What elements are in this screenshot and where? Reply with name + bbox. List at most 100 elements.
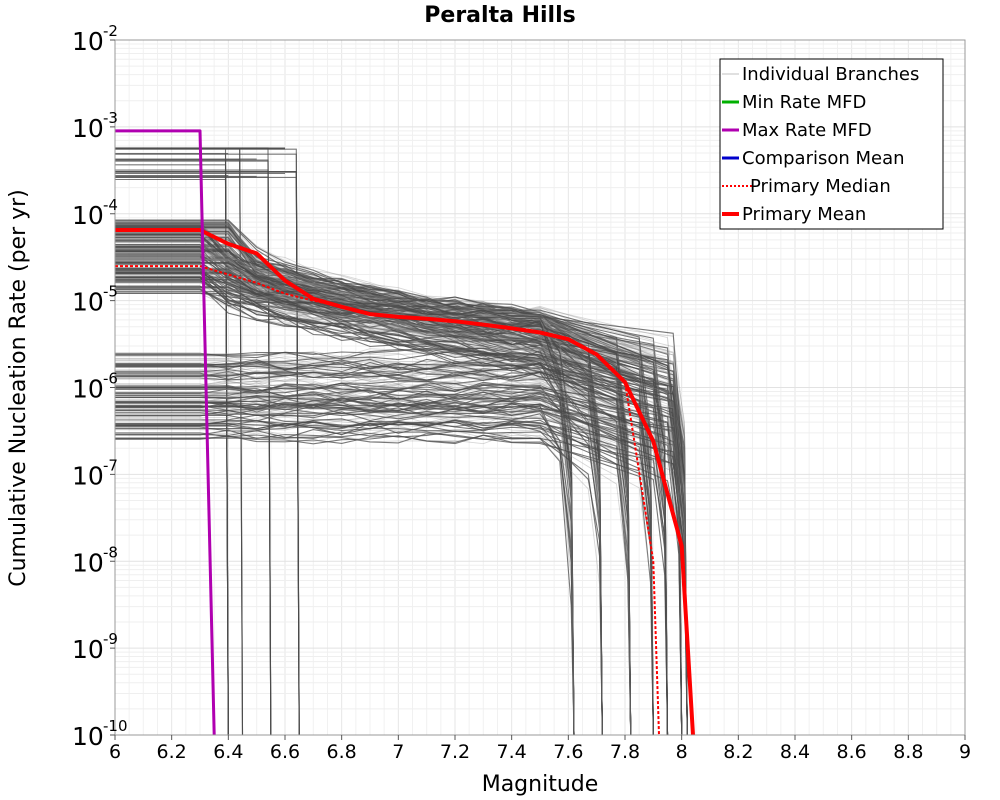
legend: Individual Branches Min Rate MFD Max Rate … [719, 58, 944, 230]
y-tick-exponent: -7 [103, 456, 118, 474]
branch-line [115, 171, 300, 736]
branch-line [115, 404, 688, 736]
y-tick-label: 10 -2 [72, 22, 118, 56]
y-tick-base: 10 [72, 375, 104, 404]
branch-line [115, 271, 688, 736]
legend-label: Comparison Mean [742, 148, 905, 169]
branch-line [115, 415, 654, 736]
branch-line [115, 396, 632, 736]
x-tick-label: 8.4 [780, 741, 810, 763]
branch-line [115, 402, 688, 736]
branch-line [115, 234, 632, 736]
y-tick-label: 10 -8 [72, 543, 118, 577]
branch-line [115, 410, 575, 736]
y-tick-label: 10 -3 [72, 109, 118, 143]
x-tick-label: 6.8 [327, 741, 357, 763]
branch-line [115, 288, 683, 736]
x-tick-label: 7.8 [610, 741, 640, 763]
branch-line [115, 362, 654, 736]
x-tick-label: 7 [392, 741, 404, 763]
x-axis-ticks: 6 6.2 6.4 6.6 6.8 7 7.2 7.4 7.6 7.8 8 8.2 8.4 8.6 8.8 9 [109, 735, 971, 763]
branch-line [115, 366, 688, 736]
branch-line [115, 255, 688, 736]
branch-line [115, 270, 575, 736]
branch-line [115, 255, 575, 736]
branch-line [115, 271, 669, 736]
x-tick-label: 6.4 [213, 741, 243, 763]
branch-line [115, 281, 688, 736]
branch-line [115, 353, 668, 736]
branch-line [115, 381, 683, 736]
branch-line [115, 427, 669, 736]
y-axis-label: Cumulative Nucleation Rate (per yr) [6, 189, 31, 587]
y-tick-exponent: -4 [103, 196, 118, 214]
branch-line [115, 390, 668, 736]
x-axis-label: Magnitude [482, 772, 599, 797]
y-tick-exponent: -9 [103, 630, 118, 648]
branch-line [115, 253, 632, 736]
branch-line [115, 434, 654, 736]
y-tick-base: 10 [72, 635, 104, 664]
y-tick-label: 10 -10 [72, 717, 128, 751]
branch-line [115, 414, 683, 736]
branch-line [115, 398, 575, 736]
branch-line [115, 281, 575, 736]
branch-line [115, 405, 669, 736]
y-tick-label: 10 -4 [72, 196, 118, 230]
branch-line [115, 267, 688, 736]
branch-line [115, 401, 683, 736]
x-tick-label: 8.8 [893, 741, 923, 763]
series-layer [115, 129, 695, 736]
x-tick-label: 6 [109, 741, 121, 763]
branch-line [115, 414, 683, 736]
branch-line [115, 390, 683, 736]
legend-label: Individual Branches [742, 64, 919, 85]
legend-label: Primary Mean [742, 204, 866, 225]
x-tick-label: 8 [676, 741, 688, 763]
branch-line [115, 407, 632, 736]
branch-line [115, 351, 668, 736]
branch-line [115, 282, 575, 736]
branch-line [115, 290, 683, 736]
y-tick-label: 10 -6 [72, 370, 118, 404]
y-tick-base: 10 [72, 114, 104, 143]
branch-line [115, 397, 654, 736]
branch-line [115, 280, 575, 736]
y-tick-exponent: -5 [103, 283, 118, 301]
branch-line [115, 219, 669, 736]
branch-line [115, 370, 632, 736]
branch-line [115, 243, 632, 736]
branch-line [115, 292, 683, 736]
branch-line [115, 372, 575, 736]
branch-line [115, 371, 632, 736]
y-tick-base: 10 [72, 27, 104, 56]
branch-line [115, 421, 688, 736]
legend-box [719, 58, 944, 230]
branch-line [115, 281, 632, 736]
y-tick-base: 10 [72, 461, 104, 490]
branch-line [115, 164, 229, 736]
individual-branches [115, 147, 688, 736]
y-tick-exponent: -6 [103, 370, 118, 388]
branch-line [115, 420, 688, 736]
y-tick-label: 10 -7 [72, 456, 118, 490]
x-tick-label: 6.6 [270, 741, 300, 763]
x-tick-label: 7.4 [497, 741, 527, 763]
y-tick-exponent: -2 [103, 22, 118, 40]
branch-line [115, 273, 688, 736]
y-tick-label: 10 -5 [72, 283, 118, 317]
x-tick-label: 9 [959, 741, 971, 763]
branch-line [115, 393, 683, 736]
branch-line [115, 347, 654, 736]
y-tick-exponent: -8 [103, 543, 118, 561]
branch-line [115, 265, 632, 736]
y-tick-exponent: -10 [103, 717, 128, 735]
branch-line [115, 412, 632, 736]
branch-line [115, 418, 632, 736]
y-tick-base: 10 [72, 548, 104, 577]
branch-line [115, 364, 603, 736]
branch-line [115, 286, 669, 736]
y-tick-base: 10 [72, 722, 104, 751]
chart-title: Peralta Hills [424, 3, 575, 28]
